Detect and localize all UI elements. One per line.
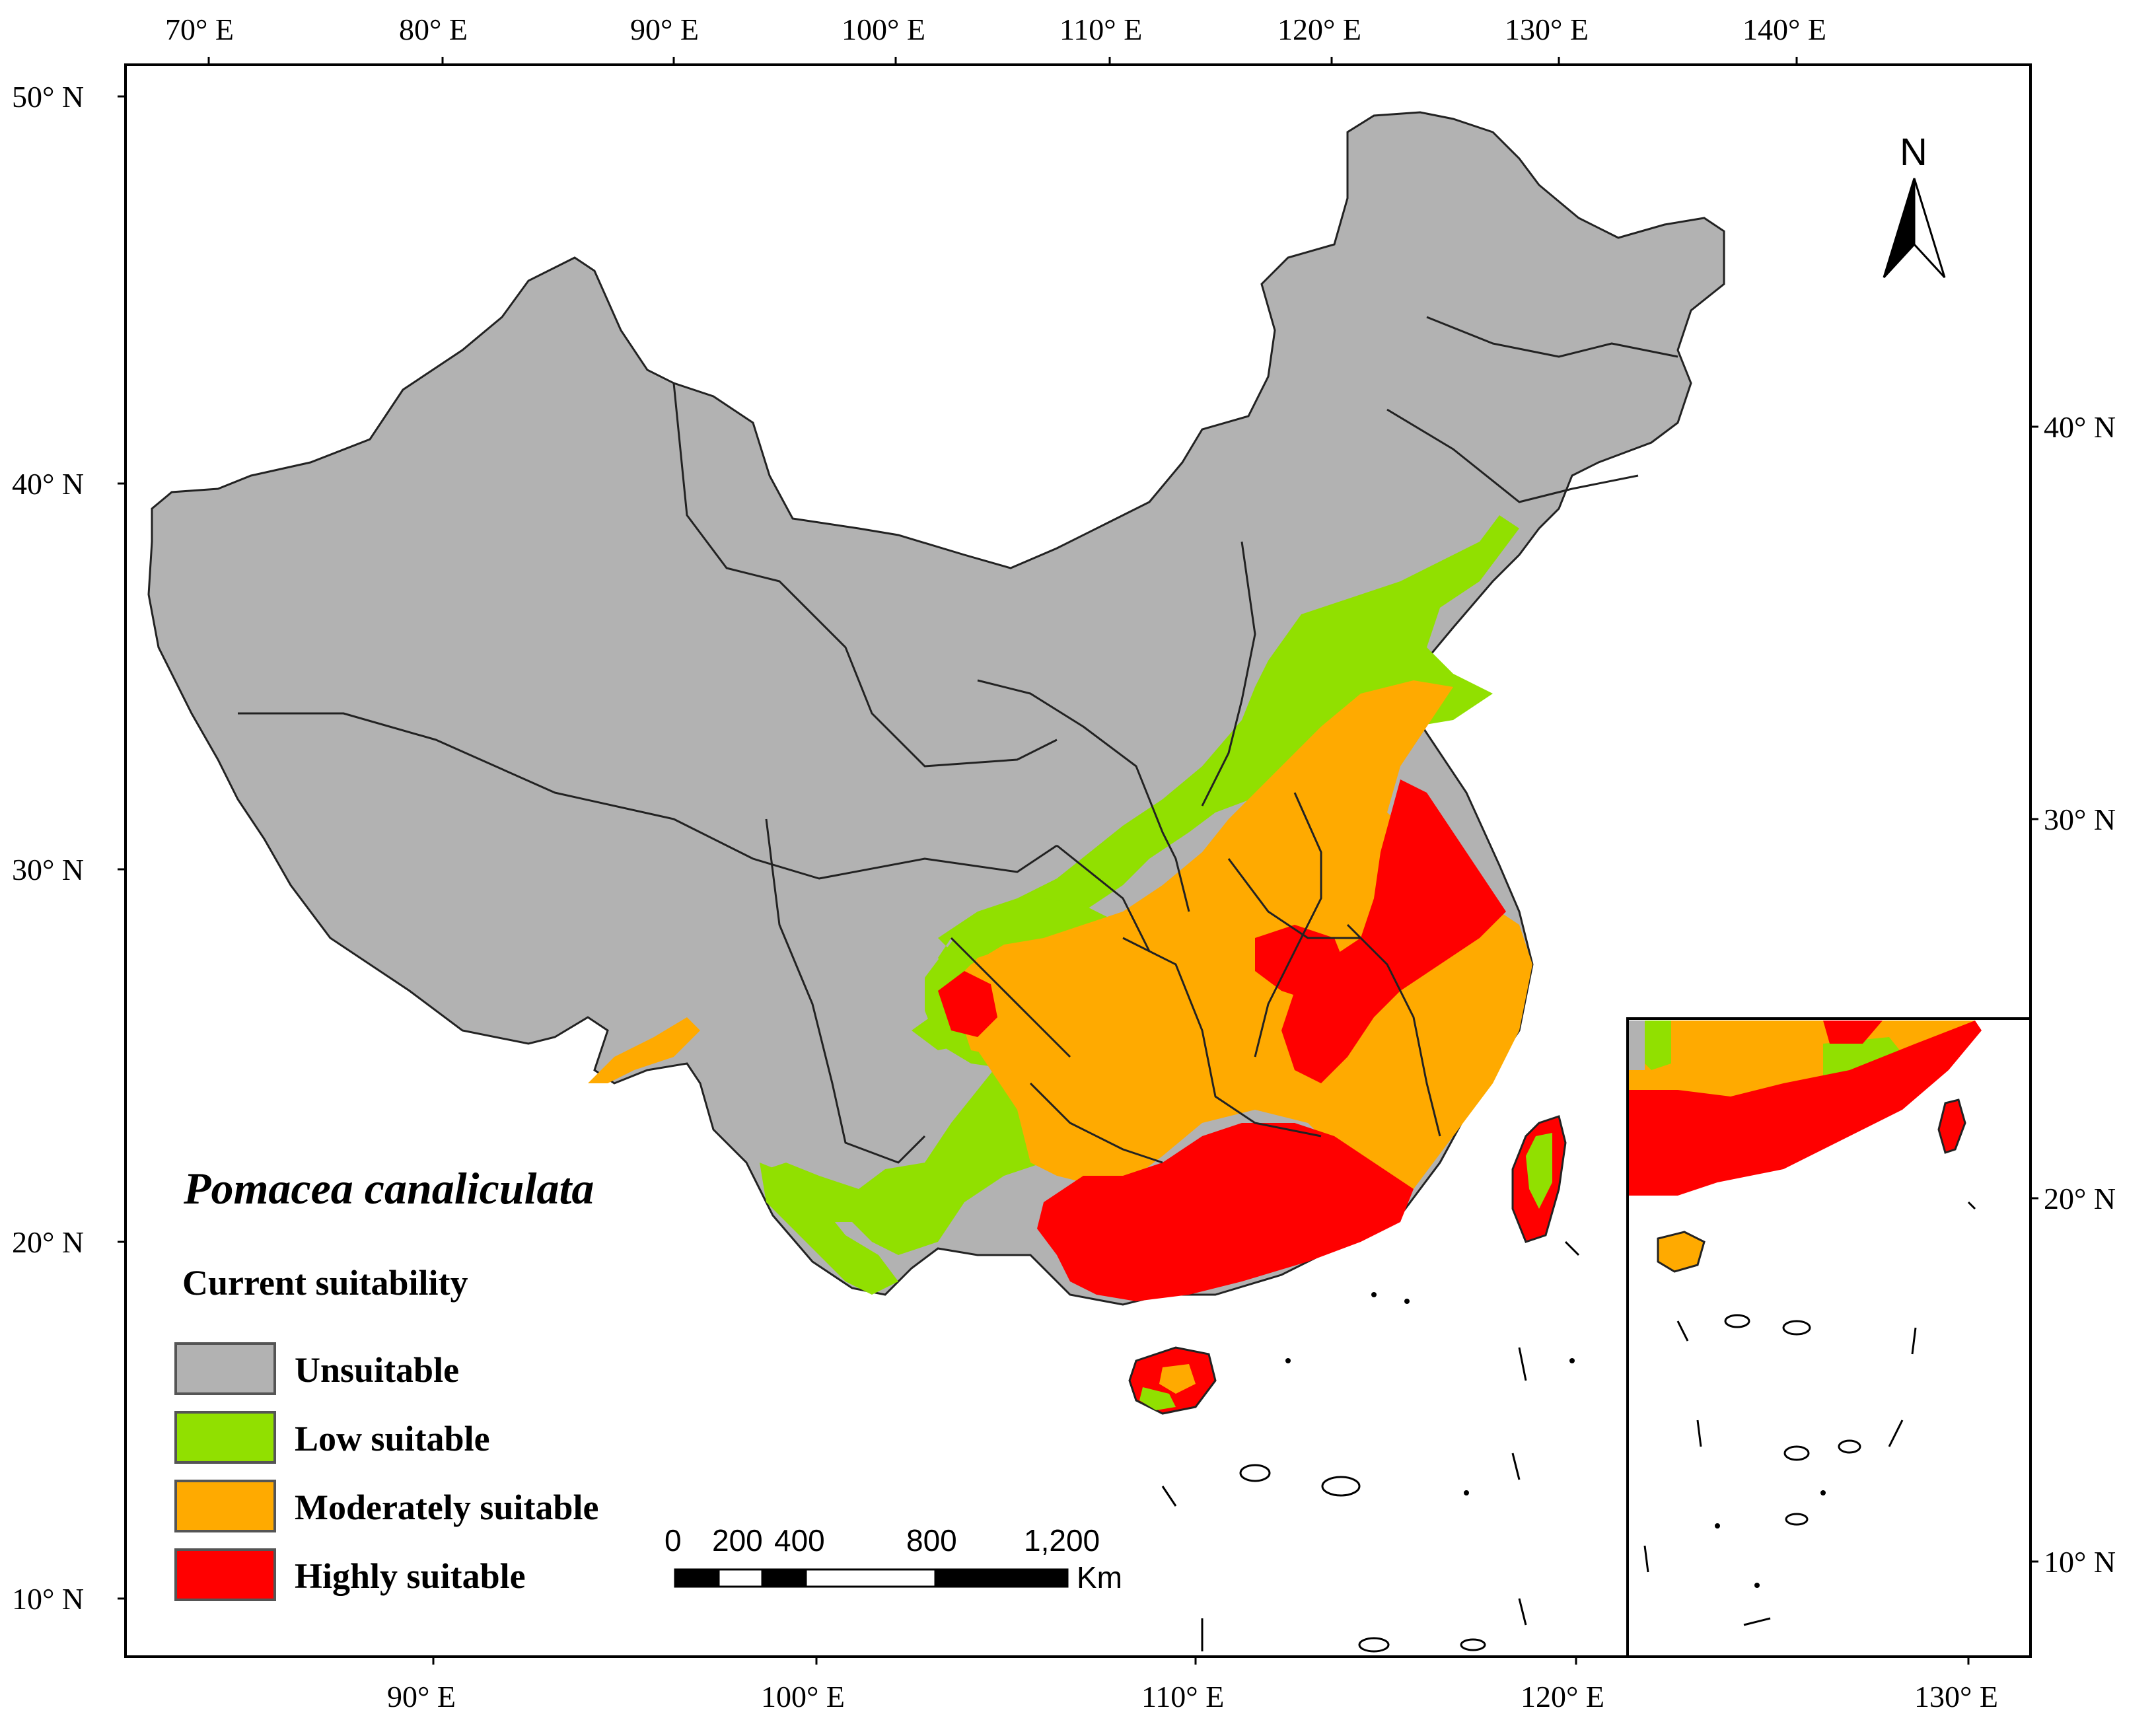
top-axis: 70° E 80° E 90° E 100° E 110° E 120° E 1… [165,13,1826,65]
province-boundary [1122,937,1322,1137]
province-boundary [672,382,1058,768]
province-boundary [977,679,1190,912]
left-axis: 50° N 40° N 30° N 20° N 10° N [12,80,126,1616]
legend-swatch-high [174,1548,276,1601]
legend-swatch-unsuitable [174,1342,276,1395]
province-boundary [1254,792,1322,1058]
low-suitable-region [766,515,1519,1255]
scale-tick-0: 0 [665,1523,682,1558]
bottom-label-90: 90° E [387,1680,456,1713]
highly-suitable-south [1037,1123,1414,1301]
left-label-40: 40° N [12,467,84,501]
top-label-70: 70° E [165,13,234,46]
bottom-label-120: 120° E [1521,1680,1604,1713]
inset-map [1626,1017,2032,1658]
hainan-moderate [1159,1364,1196,1394]
inset-taiwan [1937,1098,1966,1154]
north-arrow-label: N [1900,131,1927,174]
top-label-140: 140° E [1743,13,1826,46]
province-boundary [950,937,1071,1058]
inset-hainan [1657,1231,1706,1273]
top-label-130: 130° E [1505,13,1589,46]
legend-swatch-moderate [174,1480,276,1532]
province-boundary [238,712,1058,880]
scale-bar: 0 200 400 800 1,200 Km [665,1523,1122,1595]
south-sea-islands [1161,1241,1580,1653]
china-landmass [147,111,1725,1415]
top-label-120: 120° E [1277,13,1361,46]
north-arrow-icon [1883,178,1916,279]
north-arrow: N [1883,131,1946,279]
highly-suitable-sichuan [938,971,997,1037]
province-boundary [1056,844,1151,952]
province-boundary [1029,1082,1163,1164]
bottom-axis: 90° E 100° E 110° E 120° E 130° E [387,1657,1998,1713]
top-label-90: 90° E [630,13,699,46]
left-label-10: 10° N [12,1582,84,1616]
legend-label-low: Low suitable [295,1419,490,1458]
right-label-30: 30° N [2044,803,2116,836]
bottom-label-110: 110° E [1141,1680,1224,1713]
right-axis: 40° N 30° N 20° N 10° N [2030,410,2116,1579]
province-boundary [1346,923,1441,1137]
scale-unit: Km [1077,1560,1122,1595]
legend-swatch-low [174,1411,276,1464]
scale-tick-800: 800 [906,1523,957,1558]
moderately-suitable-region [945,680,1532,1202]
inset-gray [1629,1021,1645,1070]
moderately-suitable-tibet [588,1017,700,1083]
province-boundary [1227,858,1361,939]
legend-label-high: Highly suitable [295,1556,526,1596]
province-boundary [1201,541,1256,807]
top-label-110: 110° E [1060,13,1142,46]
right-label-40: 40° N [2044,410,2116,444]
map-frame [124,63,2032,1658]
province-boundary [1426,316,1678,358]
legend: Unsuitable Low suitable Moderately suita… [174,1342,598,1601]
scale-tick-400: 400 [774,1523,825,1558]
highly-suitable-east [1281,779,1506,1083]
legend-title: Current suitability [182,1263,468,1303]
species-name: Pomacea canaliculata [183,1163,594,1213]
province-boundary [1386,408,1639,503]
legend-label-moderate: Moderately suitable [295,1488,598,1527]
scale-tick-200: 200 [712,1523,763,1558]
hainan-low [1139,1387,1176,1410]
province-boundary [765,818,926,1164]
unsuitable-region [147,111,1725,1306]
inset-high [1629,1021,1982,1196]
left-label-50: 50° N [12,80,84,114]
left-label-30: 30° N [12,853,84,886]
low-suitable-southwest [760,1163,898,1295]
legend-label-unsuitable: Unsuitable [295,1350,459,1390]
taiwan-low [1526,1133,1552,1209]
right-label-10: 10° N [2044,1545,2116,1579]
left-label-20: 20° N [12,1225,84,1259]
right-label-20: 20° N [2044,1182,2116,1215]
scale-tick-1200: 1,200 [1024,1523,1100,1558]
bottom-label-100: 100° E [761,1680,845,1713]
top-label-80: 80° E [399,13,468,46]
top-label-100: 100° E [842,13,925,46]
bottom-label-130: 130° E [1914,1680,1998,1713]
